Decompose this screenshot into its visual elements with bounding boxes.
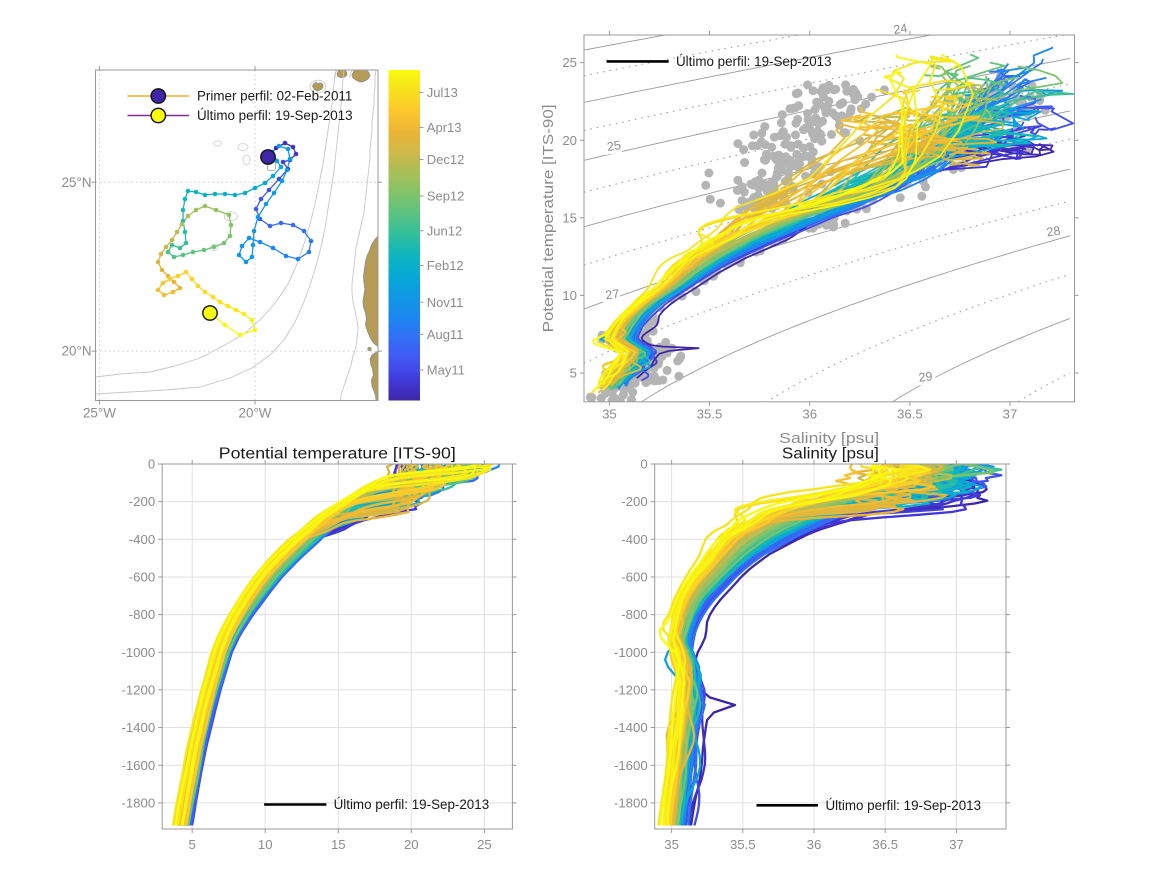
svg-text:35.5: 35.5 [730, 837, 756, 852]
svg-text:Potential temperature [ITS-90]: Potential temperature [ITS-90] [541, 104, 557, 332]
svg-text:-1200: -1200 [121, 683, 155, 698]
svg-text:25: 25 [562, 55, 577, 70]
svg-text:Último perfil: 19-Sep-2013: Último perfil: 19-Sep-2013 [826, 798, 982, 813]
svg-text:27: 27 [605, 287, 621, 303]
svg-text:20: 20 [562, 133, 577, 148]
svg-text:Jul13: Jul13 [427, 85, 458, 100]
svg-text:36.5: 36.5 [872, 837, 898, 852]
svg-text:36.5: 36.5 [897, 406, 923, 421]
svg-text:36: 36 [802, 406, 817, 421]
svg-text:-1000: -1000 [614, 645, 648, 660]
svg-text:May11: May11 [427, 363, 465, 378]
svg-text:20: 20 [404, 837, 419, 852]
svg-text:-1800: -1800 [614, 796, 648, 811]
svg-text:-1600: -1600 [614, 758, 648, 773]
svg-text:-1800: -1800 [121, 796, 155, 811]
svg-text:35: 35 [602, 406, 617, 421]
svg-text:25: 25 [477, 837, 492, 852]
svg-text:5: 5 [189, 837, 196, 852]
svg-text:15: 15 [562, 210, 577, 225]
svg-text:Primer perfil: 02-Feb-2011: Primer perfil: 02-Feb-2011 [197, 89, 352, 104]
svg-text:Nov11: Nov11 [427, 295, 464, 310]
svg-text:37: 37 [1003, 406, 1018, 421]
svg-text:-600: -600 [621, 570, 647, 585]
svg-text:25°N: 25°N [62, 175, 92, 190]
svg-text:-400: -400 [621, 532, 647, 547]
svg-text:-600: -600 [129, 570, 155, 585]
svg-text:15: 15 [331, 837, 346, 852]
svg-text:0: 0 [640, 457, 647, 472]
svg-text:37: 37 [949, 837, 964, 852]
svg-text:35.5: 35.5 [697, 406, 723, 421]
svg-text:5: 5 [570, 366, 577, 381]
svg-text:Dec12: Dec12 [427, 152, 465, 167]
svg-text:Último perfil: 19-Sep-2013: Último perfil: 19-Sep-2013 [676, 54, 832, 69]
svg-text:Feb12: Feb12 [427, 258, 464, 273]
svg-text:Aug11: Aug11 [427, 327, 464, 342]
svg-text:0: 0 [148, 457, 155, 472]
svg-text:-1400: -1400 [121, 720, 155, 735]
svg-text:Último perfil: 19-Sep-2013: Último perfil: 19-Sep-2013 [334, 797, 490, 812]
svg-text:-1000: -1000 [121, 645, 155, 660]
svg-text:-200: -200 [621, 494, 647, 509]
svg-text:-400: -400 [129, 532, 155, 547]
svg-text:20°W: 20°W [239, 406, 272, 421]
svg-text:-1400: -1400 [614, 720, 648, 735]
svg-text:-800: -800 [129, 607, 155, 622]
svg-text:Apr13: Apr13 [427, 120, 462, 135]
svg-text:Jun12: Jun12 [427, 223, 462, 238]
svg-text:36: 36 [807, 837, 822, 852]
svg-text:Salinity [psu]: Salinity [psu] [782, 446, 879, 463]
svg-text:25°W: 25°W [83, 406, 116, 421]
svg-text:20°N: 20°N [62, 344, 92, 359]
svg-text:Último perfil: 19-Sep-2013: Último perfil: 19-Sep-2013 [197, 108, 353, 123]
svg-text:29: 29 [918, 369, 934, 385]
svg-text:10: 10 [562, 288, 577, 303]
svg-text:Sep12: Sep12 [427, 189, 465, 204]
svg-text:28: 28 [1046, 224, 1062, 240]
svg-text:-200: -200 [129, 494, 155, 509]
svg-text:Salinity [psu]: Salinity [psu] [779, 431, 879, 447]
svg-text:Potential temperature [ITS-90]: Potential temperature [ITS-90] [219, 446, 456, 463]
svg-text:35: 35 [664, 837, 679, 852]
svg-text:-1200: -1200 [614, 683, 648, 698]
svg-text:10: 10 [258, 837, 273, 852]
svg-text:-800: -800 [621, 607, 647, 622]
svg-text:25: 25 [606, 138, 622, 154]
svg-text:-1600: -1600 [121, 758, 155, 773]
